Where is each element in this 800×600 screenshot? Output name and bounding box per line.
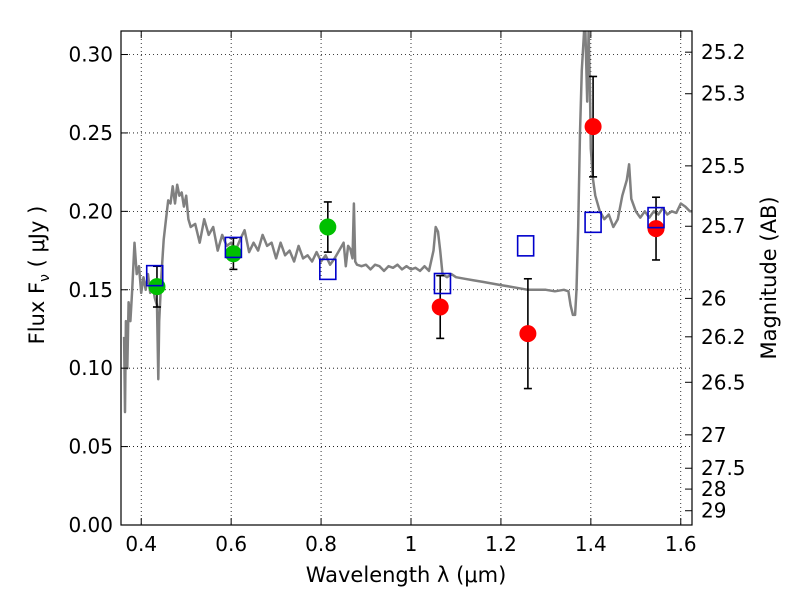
y2-tick-label: 25.3 xyxy=(701,82,746,106)
y2-tick-label: 26.2 xyxy=(701,325,746,349)
x-tick-label: 1.4 xyxy=(575,532,607,556)
y-axis-label-unit: ( μJy ) xyxy=(25,206,49,274)
model-photometry-square xyxy=(224,236,243,259)
observed-flux-point xyxy=(148,278,166,296)
y-axis-label-subscript: ν xyxy=(37,274,53,282)
model-photometry-square xyxy=(319,258,337,281)
y2-tick-label: 25.7 xyxy=(701,214,746,238)
y2-tick-label: 26.5 xyxy=(701,370,746,394)
x-tick-label: 1.6 xyxy=(665,532,697,556)
x-tick-label: 0.6 xyxy=(215,532,247,556)
y-tick-label: 0.10 xyxy=(68,356,113,380)
tick-layer: 0.4 0.6 0.8 1 1.2 1.4 1.6 0.00 0.05 0.10 0.15 0.20 0… xyxy=(68,31,746,556)
y2-tick-label: 28 xyxy=(701,477,726,501)
y2-tick-label: 27.5 xyxy=(701,456,746,480)
model-photometry-square xyxy=(647,206,665,229)
y-tick-label: 0.30 xyxy=(68,43,113,67)
observed-flux-point xyxy=(431,298,449,316)
x-tick-label: 0.4 xyxy=(125,532,157,556)
observed-flux-point xyxy=(224,245,242,263)
y2-tick-label: 29 xyxy=(701,499,726,523)
model-photometry-square xyxy=(584,211,602,234)
data-marks-layer xyxy=(145,75,665,390)
y-tick-label: 0.05 xyxy=(68,435,113,459)
y2-tick-label: 26 xyxy=(701,286,726,310)
x-axis-label: Wavelength λ (μm) xyxy=(306,563,507,587)
x-tick-label: 1.2 xyxy=(485,532,517,556)
model-photometry-square xyxy=(516,235,535,257)
observed-flux-point xyxy=(647,220,665,238)
observed-flux-point xyxy=(319,218,337,236)
y-tick-label: 0.00 xyxy=(68,513,113,537)
x-tick-label: 0.8 xyxy=(305,532,337,556)
y-tick-label: 0.25 xyxy=(68,121,113,145)
y-axis-label-main: Flux F xyxy=(25,282,49,344)
x-tick-label: 1 xyxy=(405,532,418,556)
observed-flux-point xyxy=(584,118,602,136)
y2-tick-label: 27 xyxy=(701,423,726,447)
y2-tick-label: 25.2 xyxy=(701,40,746,64)
model-photometry-square xyxy=(433,272,452,295)
y-axis-label: Flux Fν ( μJy ) xyxy=(25,206,53,345)
model-spectrum-layer xyxy=(122,31,692,414)
model-spectrum-line xyxy=(122,31,692,414)
observed-flux-point xyxy=(519,325,537,343)
model-photometry-square xyxy=(145,264,164,287)
y-tick-label: 0.20 xyxy=(68,199,113,223)
y-tick-label: 0.15 xyxy=(68,278,113,302)
grid-lines xyxy=(121,31,692,526)
plot-frame xyxy=(120,30,693,526)
y2-axis-label: Magnitude (AB) xyxy=(757,196,781,359)
y2-tick-label: 25.5 xyxy=(701,154,746,178)
